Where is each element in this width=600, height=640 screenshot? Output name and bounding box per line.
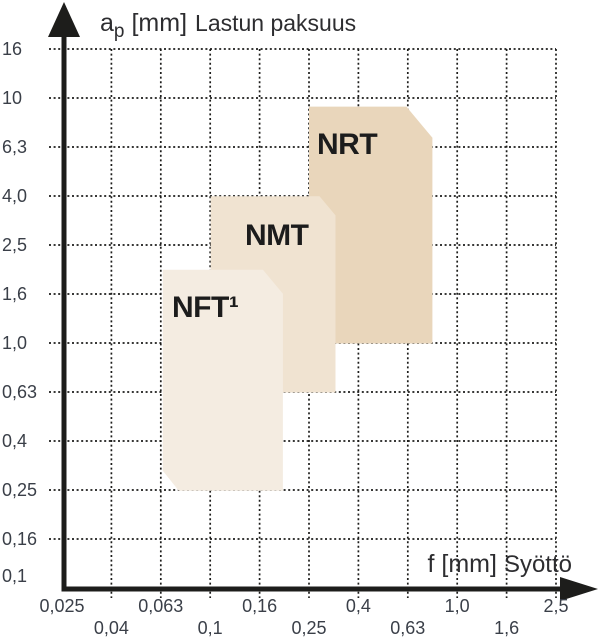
region-label-nmt: NMT	[245, 219, 309, 252]
y-tick-label: 4,0	[2, 186, 27, 206]
y-tick-label: 0,16	[2, 529, 37, 549]
y-tick-label: 0,1	[2, 566, 27, 586]
region-nft	[162, 269, 283, 491]
x-title-unit: [mm]	[441, 550, 497, 578]
x-title-text: Syöttö	[504, 551, 572, 578]
region-label-nft: NFT¹	[172, 291, 239, 324]
y-tick-label: 1,0	[2, 333, 27, 353]
x-axis-title: f [mm] Syöttö	[427, 550, 572, 578]
x-title-symbol: f	[427, 550, 434, 578]
y-tick-label: 10	[2, 88, 22, 108]
x-tick-labels: 0,025 0,04 0,063 0,1 0,16 0,25 0,4 0,63 1,0 1,6 2,…	[39, 596, 568, 638]
y-title-symbol: a	[100, 9, 114, 37]
x-tick-label: 0,4	[346, 596, 371, 616]
y-tick-labels: 16 10 6,3 4,0 2,5 1,6 1,0 0,63 0,4 0,25 0,16 0,1	[2, 39, 37, 586]
x-tick-label: 0,063	[138, 596, 183, 616]
y-axis-arrow-icon	[48, 2, 80, 37]
y-tick-label: 0,63	[2, 382, 37, 402]
y-tick-label: 2,5	[2, 235, 27, 255]
y-tick-label: 6,3	[2, 137, 27, 157]
y-tick-label: 1,6	[2, 284, 27, 304]
x-tick-label: 0,63	[390, 618, 425, 638]
x-tick-label: 0,1	[198, 618, 223, 638]
x-tick-label: 0,025	[39, 596, 84, 616]
x-tick-label: 2,5	[543, 596, 568, 616]
x-tick-label: 0,04	[94, 618, 129, 638]
x-tick-label: 0,25	[291, 618, 326, 638]
y-axis-title: ap [mm] Lastun paksuus	[100, 9, 356, 42]
y-tick-label: 16	[2, 39, 22, 59]
y-tick-label: 0,25	[2, 480, 37, 500]
region-label-nrt: NRT	[317, 128, 377, 161]
y-title-unit: [mm]	[131, 9, 187, 37]
x-axis-arrow-icon	[560, 577, 598, 601]
regions	[162, 106, 433, 491]
x-tick-label: 0,16	[242, 596, 277, 616]
x-tick-label: 1,6	[494, 618, 519, 638]
y-title-text: Lastun paksuus	[195, 10, 356, 36]
y-title-subscript: p	[114, 21, 125, 42]
region-labels: NRT NMT NFT¹	[172, 128, 378, 324]
region-nrt	[309, 106, 433, 344]
y-tick-label: 0,4	[2, 431, 27, 451]
x-tick-label: 1,0	[445, 596, 470, 616]
